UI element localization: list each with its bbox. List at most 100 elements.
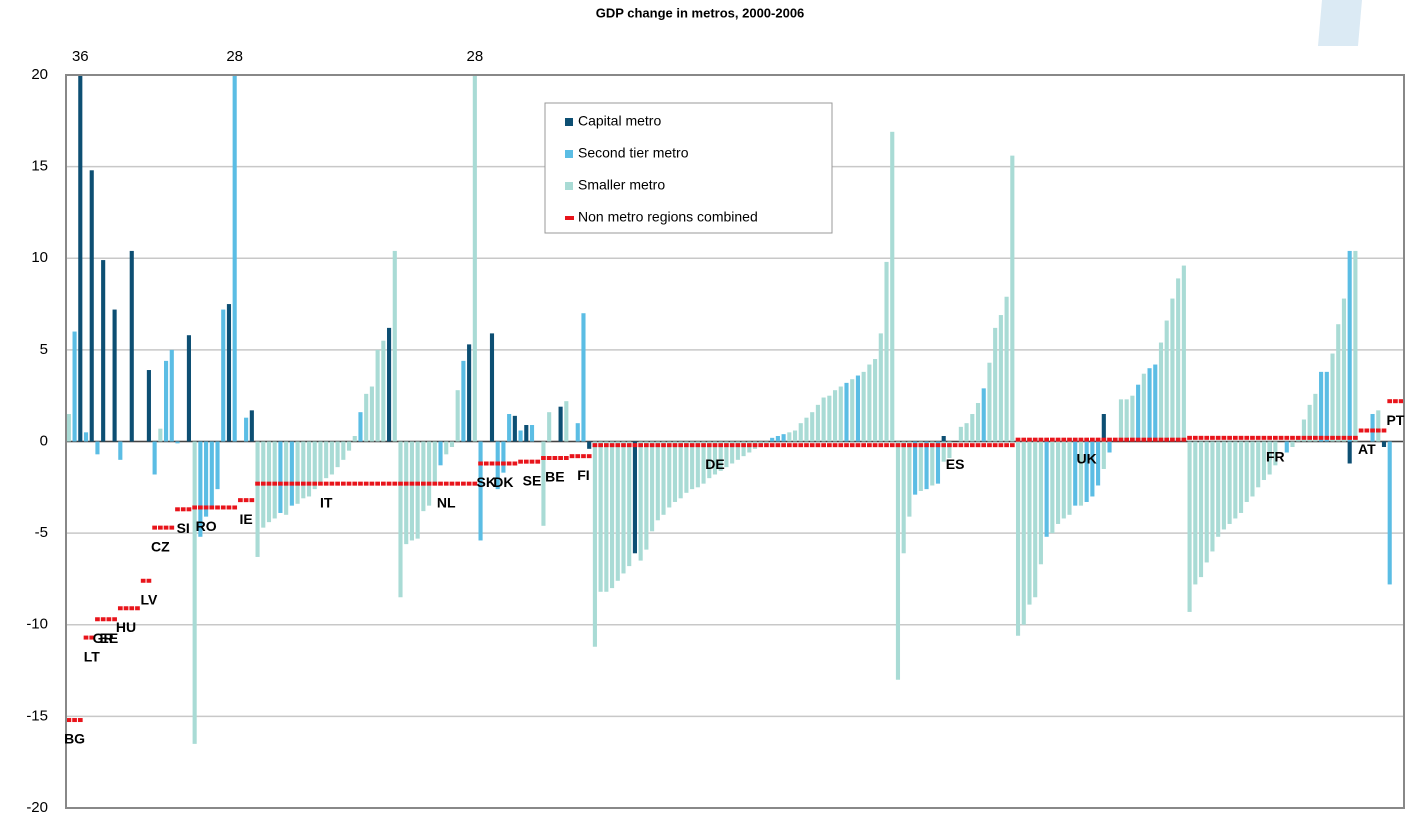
- bar: [364, 393, 369, 442]
- bars: [66, 75, 1404, 744]
- bar: [295, 441, 300, 504]
- country-label: AT: [1358, 441, 1376, 457]
- bar: [438, 441, 443, 466]
- legend-marker: [565, 150, 573, 158]
- bar: [1244, 441, 1249, 502]
- bar: [306, 441, 312, 497]
- bar: [518, 430, 523, 442]
- legend-label: Non metro regions combined: [578, 209, 758, 225]
- bar: [1347, 250, 1352, 442]
- bar: [427, 441, 432, 506]
- country-label: BE: [545, 469, 564, 485]
- bar: [975, 403, 981, 442]
- bar: [461, 360, 466, 442]
- country-label: EE: [100, 630, 119, 646]
- bar: [1284, 441, 1289, 453]
- bar: [935, 441, 941, 484]
- legend-label: Capital metro: [578, 113, 661, 129]
- bar: [329, 441, 334, 475]
- bar: [289, 441, 294, 506]
- bar: [958, 426, 963, 442]
- bar: [1238, 441, 1244, 513]
- bar: [1130, 395, 1135, 442]
- legend-box: [544, 102, 833, 234]
- country-label: GR: [93, 630, 114, 646]
- bar: [770, 437, 775, 442]
- bar: [655, 441, 660, 521]
- bar: [369, 386, 374, 442]
- bar: [1313, 393, 1318, 442]
- bar: [215, 441, 220, 490]
- overflow-label: 36: [72, 48, 89, 65]
- y-tick-label: 15: [31, 158, 48, 175]
- bar: [272, 441, 277, 519]
- legend-marker: [565, 118, 573, 126]
- bar: [318, 441, 323, 484]
- bar: [787, 432, 792, 442]
- country-label: CZ: [151, 538, 170, 554]
- bar: [724, 441, 729, 468]
- bar: [1341, 298, 1347, 442]
- bar: [1044, 441, 1049, 537]
- bar: [695, 441, 700, 488]
- bar: [913, 441, 918, 495]
- bar: [186, 335, 191, 442]
- bar: [798, 423, 803, 442]
- country-label: NL: [437, 494, 456, 510]
- bar: [541, 441, 546, 526]
- bar: [775, 436, 780, 442]
- bar: [735, 441, 740, 460]
- bar: [1198, 441, 1204, 578]
- country-label: SE: [523, 472, 542, 488]
- bar: [1078, 441, 1083, 506]
- bar: [764, 441, 769, 444]
- bar: [1290, 441, 1295, 447]
- bar: [444, 441, 449, 455]
- bar: [1015, 441, 1021, 636]
- bar: [1124, 399, 1129, 442]
- country-label: LT: [84, 648, 101, 664]
- bar: [861, 371, 866, 442]
- bar: [392, 250, 397, 442]
- y-tick-label: 20: [31, 66, 48, 83]
- bar: [850, 379, 855, 442]
- bar: [1061, 441, 1066, 519]
- bar: [455, 390, 460, 442]
- bar: [581, 313, 586, 442]
- bar: [678, 441, 683, 499]
- bar: [1233, 441, 1238, 519]
- country-label: IT: [320, 494, 333, 510]
- bar: [838, 386, 843, 442]
- bar: [1141, 373, 1146, 442]
- bar: [661, 441, 666, 515]
- bar: [1118, 399, 1124, 442]
- bar: [1319, 371, 1324, 442]
- bar: [644, 441, 649, 550]
- bar: [415, 441, 420, 539]
- bar: [1204, 441, 1209, 563]
- bar: [827, 395, 832, 442]
- bar: [1301, 419, 1306, 442]
- country-label: SI: [177, 520, 190, 536]
- legend-label: Second tier metro: [578, 145, 689, 161]
- bar: [924, 441, 929, 490]
- bar: [638, 441, 643, 561]
- country-label: SK: [477, 474, 496, 490]
- bar: [221, 309, 226, 442]
- bar: [83, 432, 89, 442]
- bar: [192, 441, 197, 744]
- bar: [604, 441, 609, 592]
- bar: [249, 410, 254, 442]
- decoration: [1318, 0, 1362, 46]
- bar: [1181, 265, 1186, 442]
- y-tick-label: -15: [26, 707, 48, 724]
- bar: [164, 360, 169, 442]
- bar: [672, 441, 678, 502]
- bar: [730, 441, 735, 464]
- bar: [712, 441, 718, 475]
- bar: [478, 441, 483, 541]
- bar: [1050, 441, 1055, 534]
- bar: [690, 441, 695, 490]
- bar: [284, 441, 289, 515]
